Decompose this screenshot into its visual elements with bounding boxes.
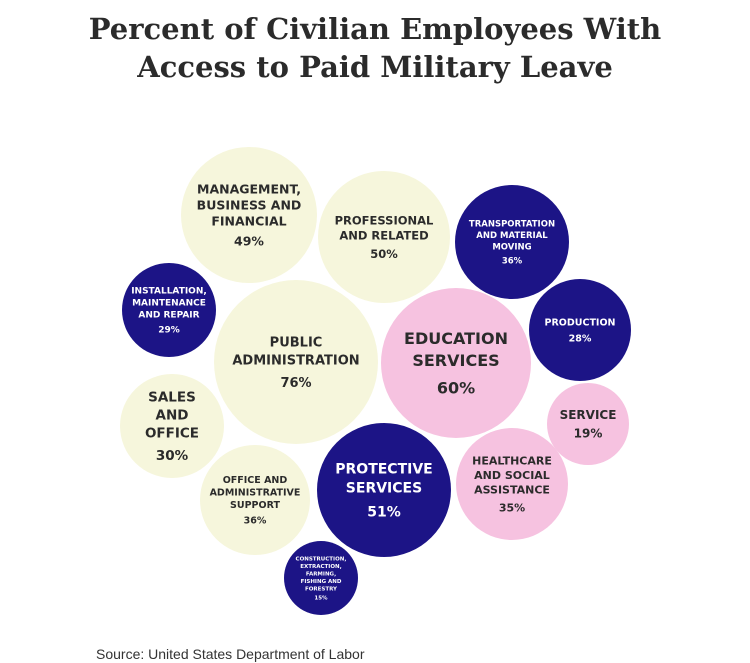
bubble-construction-extraction-farming-fishing-and-forestry: CONSTRUCTION, EXTRACTION,FARMING, FISHING … xyxy=(284,541,358,615)
bubble-category-label: AND xyxy=(156,408,189,424)
bubble-circle xyxy=(381,288,531,438)
bubble-production: PRODUCTION 28% xyxy=(529,279,631,381)
bubble-category-label: OFFICE AND xyxy=(223,475,288,486)
bubble-category-label: HEALTHCARE xyxy=(472,454,552,467)
bubble-category-label: ADMINISTRATION xyxy=(232,353,359,368)
bubble-category-label: BUSINESS AND xyxy=(197,198,302,213)
bubble-circle xyxy=(455,185,569,299)
bubble-category-label: EXTRACTION, xyxy=(300,564,341,570)
chart-title: Percent of Civilian Employees With Acces… xyxy=(0,10,750,86)
bubble-installation-maintenance-and-repair: INSTALLATION, MAINTENANCE AND REPAIR 29% xyxy=(122,263,216,357)
bubble-category-label: SALES xyxy=(148,390,196,406)
bubble-circle xyxy=(200,445,310,555)
bubble-circle xyxy=(181,147,317,283)
chart-title-line-1: Percent of Civilian Employees With xyxy=(88,12,662,46)
bubble-category-label: TRANSPORTATION xyxy=(469,219,555,229)
bubble-circle xyxy=(120,374,224,478)
bubble-category-label: PRODUCTION xyxy=(545,317,616,328)
bubble-circle xyxy=(456,428,568,540)
chart-title-line-2: Access to Paid Military Leave xyxy=(137,50,613,84)
bubble-public-administration: PUBLIC ADMINISTRATION 76% xyxy=(214,280,378,444)
bubble-education-services: EDUCATION SERVICES 60% xyxy=(381,288,531,438)
bubble-value-label: 28% xyxy=(569,334,592,345)
bubble-value-label: 19% xyxy=(574,427,603,441)
bubble-category-label: FARMING, xyxy=(306,571,336,577)
bubble-category-label: ASSISTANCE xyxy=(474,483,550,496)
bubble-category-label: ADMINISTRATIVE xyxy=(210,488,301,499)
bubble-category-label: PUBLIC xyxy=(270,335,323,350)
bubble-category-label: MANAGEMENT, xyxy=(197,182,301,197)
bubble-value-label: 35% xyxy=(499,502,525,515)
bubble-value-label: 51% xyxy=(367,504,401,520)
bubble-category-label: SERVICES xyxy=(346,481,422,497)
bubble-category-label: OFFICE xyxy=(145,426,199,442)
bubble-circle xyxy=(122,263,216,357)
bubble-value-label: 29% xyxy=(158,326,180,336)
bubble-value-label: 60% xyxy=(437,379,475,398)
bubble-protective-services: PROTECTIVE SERVICES 51% xyxy=(317,423,451,557)
bubble-circle xyxy=(529,279,631,381)
bubble-value-label: 36% xyxy=(244,516,267,527)
bubble-category-label: AND MATERIAL xyxy=(476,231,548,241)
bubble-circle xyxy=(317,423,451,557)
bubble-value-label: 76% xyxy=(280,376,311,391)
bubble-category-label: SERVICES xyxy=(412,351,499,370)
bubble-circle xyxy=(547,383,629,465)
bubble-category-label: AND RELATED xyxy=(339,228,428,242)
bubble-category-label: AND SOCIAL xyxy=(474,469,550,482)
bubble-value-label: 30% xyxy=(156,448,189,464)
bubble-category-label: MAINTENANCE xyxy=(132,299,206,309)
bubble-value-label: 36% xyxy=(502,257,523,267)
bubble-circle xyxy=(318,171,450,303)
bubble-category-label: PROTECTIVE xyxy=(335,462,433,478)
bubble-category-label: EDUCATION xyxy=(404,329,508,348)
bubble-category-label: CONSTRUCTION, xyxy=(296,556,347,562)
source-note: Source: United States Department of Labo… xyxy=(96,646,365,662)
bubble-category-label: SUPPORT xyxy=(230,500,280,511)
bubble-category-label: PROFESSIONAL xyxy=(335,213,434,227)
bubble-circle xyxy=(214,280,378,444)
bubble-category-label: FISHING AND xyxy=(301,579,342,585)
bubble-category-label: AND REPAIR xyxy=(138,311,199,321)
bubble-category-label: MOVING xyxy=(492,242,531,252)
bubble-category-label: INSTALLATION, xyxy=(131,287,207,297)
bubble-category-label: SERVICE xyxy=(560,408,617,422)
bubble-value-label: 50% xyxy=(370,247,398,261)
bubble-category-label: FORESTRY xyxy=(305,586,338,592)
bubble-service: SERVICE 19% xyxy=(547,383,629,465)
bubble-sales-and-office: SALES AND OFFICE 30% xyxy=(120,374,224,478)
bubble-category-label: FINANCIAL xyxy=(211,214,286,229)
bubble-value-label: 15% xyxy=(314,596,328,602)
bubble-circle xyxy=(284,541,358,615)
bubble-value-label: 49% xyxy=(234,234,264,249)
